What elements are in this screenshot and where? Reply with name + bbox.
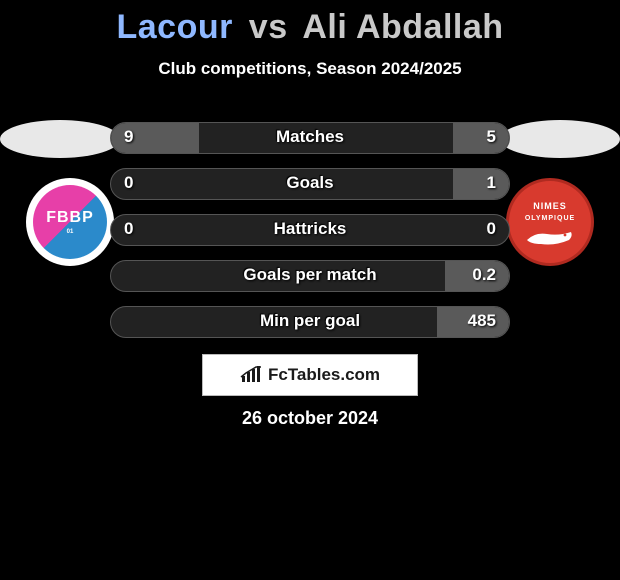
fbbp-logo-text: FBBP <box>46 209 94 227</box>
player1-avatar-placeholder <box>0 120 120 158</box>
crocodile-icon <box>525 226 575 248</box>
nimes-logo: NIMES OLYMPIQUE <box>506 178 594 266</box>
fctables-label: FcTables.com <box>268 365 380 385</box>
stat-label: Matches <box>110 127 510 147</box>
nimes-logo-text: NIMES <box>533 201 567 211</box>
subtitle: Club competitions, Season 2024/2025 <box>0 59 620 79</box>
comparison-title: Lacour vs Ali Abdallah <box>0 0 620 47</box>
stat-label: Min per goal <box>110 311 510 331</box>
date: 26 october 2024 <box>0 408 620 429</box>
club-badge-left: FBBP 01 <box>20 178 120 266</box>
player2-name: Ali Abdallah <box>302 8 503 46</box>
stat-row: Min per goal485 <box>110 306 510 338</box>
player2-avatar-placeholder <box>500 120 620 158</box>
fbbp-logo: FBBP 01 <box>26 178 114 266</box>
bar-chart-icon <box>240 366 262 384</box>
vs-text: vs <box>249 8 288 46</box>
stat-value-right: 1 <box>487 173 496 193</box>
player1-name: Lacour <box>116 8 232 46</box>
stat-row: Hattricks0 0 <box>110 214 510 246</box>
fctables-branding: FcTables.com <box>202 354 418 396</box>
stat-row: Matches9 5 <box>110 122 510 154</box>
nimes-logo-sub: OLYMPIQUE <box>525 215 575 222</box>
stat-value-left: 0 <box>124 173 133 193</box>
stat-value-right: 485 <box>468 311 496 331</box>
stat-row: Goals per match0.2 <box>110 260 510 292</box>
stat-label: Goals <box>110 173 510 193</box>
stat-value-left: 0 <box>124 219 133 239</box>
stat-value-right: 5 <box>487 127 496 147</box>
stat-value-right: 0.2 <box>472 265 496 285</box>
stat-bars: Matches95Goals01Hattricks00Goals per mat… <box>110 122 510 352</box>
fbbp-logo-sub: 01 <box>67 229 74 236</box>
stat-row: Goals0 1 <box>110 168 510 200</box>
stat-label: Goals per match <box>110 265 510 285</box>
stat-label: Hattricks <box>110 219 510 239</box>
stat-value-left: 9 <box>124 127 133 147</box>
stat-value-right: 0 <box>487 219 496 239</box>
club-badge-right: NIMES OLYMPIQUE <box>500 178 600 266</box>
